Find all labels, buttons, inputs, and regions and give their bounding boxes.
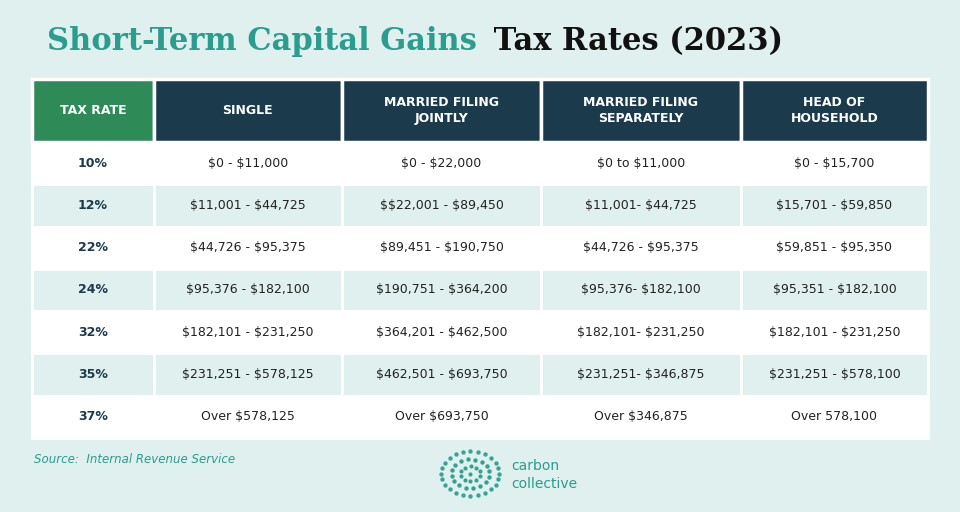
Bar bbox=[154, 353, 342, 395]
Bar bbox=[741, 79, 928, 142]
Bar bbox=[32, 395, 154, 438]
Bar bbox=[342, 353, 541, 395]
Bar bbox=[541, 395, 741, 438]
Text: $190,751 - $364,200: $190,751 - $364,200 bbox=[375, 284, 507, 296]
Text: 12%: 12% bbox=[78, 199, 108, 212]
Text: 35%: 35% bbox=[78, 368, 108, 381]
Bar bbox=[741, 142, 928, 184]
Text: carbon
collective: carbon collective bbox=[512, 459, 578, 490]
Text: 37%: 37% bbox=[78, 410, 108, 423]
Text: 10%: 10% bbox=[78, 157, 108, 169]
Bar bbox=[32, 226, 154, 269]
Bar bbox=[541, 142, 741, 184]
Text: $95,351 - $182,100: $95,351 - $182,100 bbox=[773, 284, 897, 296]
Text: MARRIED FILING
SEPARATELY: MARRIED FILING SEPARATELY bbox=[584, 96, 699, 125]
Text: $231,251- $346,875: $231,251- $346,875 bbox=[577, 368, 705, 381]
Text: Tax Rates (2023): Tax Rates (2023) bbox=[483, 26, 783, 57]
Text: $0 - $22,000: $0 - $22,000 bbox=[401, 157, 482, 169]
Bar bbox=[32, 142, 154, 184]
Text: 32%: 32% bbox=[78, 326, 108, 338]
Text: $95,376 - $182,100: $95,376 - $182,100 bbox=[186, 284, 310, 296]
Text: $182,101 - $231,250: $182,101 - $231,250 bbox=[182, 326, 314, 338]
Text: 22%: 22% bbox=[78, 241, 108, 254]
Text: $0 - $15,700: $0 - $15,700 bbox=[794, 157, 875, 169]
Text: $89,451 - $190,750: $89,451 - $190,750 bbox=[379, 241, 503, 254]
Bar bbox=[541, 184, 741, 227]
Bar bbox=[342, 395, 541, 438]
Text: $95,376- $182,100: $95,376- $182,100 bbox=[581, 284, 701, 296]
Text: Short-Term Capital Gains: Short-Term Capital Gains bbox=[47, 26, 477, 57]
Bar bbox=[154, 311, 342, 353]
Bar bbox=[154, 142, 342, 184]
Text: Over $578,125: Over $578,125 bbox=[201, 410, 295, 423]
Text: $462,501 - $693,750: $462,501 - $693,750 bbox=[375, 368, 507, 381]
Text: SINGLE: SINGLE bbox=[223, 104, 274, 117]
Text: $15,701 - $59,850: $15,701 - $59,850 bbox=[777, 199, 893, 212]
Text: $44,726 - $95,375: $44,726 - $95,375 bbox=[190, 241, 306, 254]
Bar bbox=[154, 395, 342, 438]
Bar bbox=[32, 311, 154, 353]
Bar bbox=[342, 142, 541, 184]
Text: $11,001 - $44,725: $11,001 - $44,725 bbox=[190, 199, 306, 212]
Bar bbox=[741, 226, 928, 269]
Text: $59,851 - $95,350: $59,851 - $95,350 bbox=[777, 241, 893, 254]
Bar bbox=[741, 184, 928, 227]
Text: $0 - $11,000: $0 - $11,000 bbox=[207, 157, 288, 169]
Bar bbox=[541, 353, 741, 395]
Bar bbox=[342, 269, 541, 311]
Bar bbox=[32, 353, 154, 395]
Text: HEAD OF
HOUSEHOLD: HEAD OF HOUSEHOLD bbox=[791, 96, 878, 125]
Bar bbox=[154, 226, 342, 269]
Bar bbox=[342, 226, 541, 269]
Text: $182,101- $231,250: $182,101- $231,250 bbox=[577, 326, 705, 338]
Text: $0 to $11,000: $0 to $11,000 bbox=[597, 157, 685, 169]
Bar bbox=[342, 79, 541, 142]
Bar bbox=[154, 269, 342, 311]
Text: $11,001- $44,725: $11,001- $44,725 bbox=[585, 199, 697, 212]
Bar bbox=[541, 311, 741, 353]
Bar bbox=[741, 311, 928, 353]
Text: Over $346,875: Over $346,875 bbox=[594, 410, 687, 423]
Bar bbox=[32, 79, 154, 142]
Bar bbox=[741, 269, 928, 311]
Text: $364,201 - $462,500: $364,201 - $462,500 bbox=[375, 326, 507, 338]
Bar bbox=[154, 184, 342, 227]
Bar bbox=[32, 269, 154, 311]
Text: $$22,001 - $89,450: $$22,001 - $89,450 bbox=[379, 199, 503, 212]
Bar bbox=[32, 184, 154, 227]
Text: TAX RATE: TAX RATE bbox=[60, 104, 126, 117]
Text: $44,726 - $95,375: $44,726 - $95,375 bbox=[583, 241, 699, 254]
Bar bbox=[541, 79, 741, 142]
Text: Source:  Internal Revenue Service: Source: Internal Revenue Service bbox=[34, 453, 235, 466]
Bar bbox=[342, 184, 541, 227]
Bar bbox=[541, 226, 741, 269]
Text: Over $693,750: Over $693,750 bbox=[395, 410, 489, 423]
Text: MARRIED FILING
JOINTLY: MARRIED FILING JOINTLY bbox=[384, 96, 499, 125]
Text: Over 578,100: Over 578,100 bbox=[791, 410, 877, 423]
Bar bbox=[541, 269, 741, 311]
Text: $231,251 - $578,100: $231,251 - $578,100 bbox=[769, 368, 900, 381]
Text: $231,251 - $578,125: $231,251 - $578,125 bbox=[182, 368, 314, 381]
Bar bbox=[342, 311, 541, 353]
Bar bbox=[154, 79, 342, 142]
Text: $182,101 - $231,250: $182,101 - $231,250 bbox=[769, 326, 900, 338]
Text: 24%: 24% bbox=[78, 284, 108, 296]
Bar bbox=[741, 395, 928, 438]
Bar bbox=[741, 353, 928, 395]
